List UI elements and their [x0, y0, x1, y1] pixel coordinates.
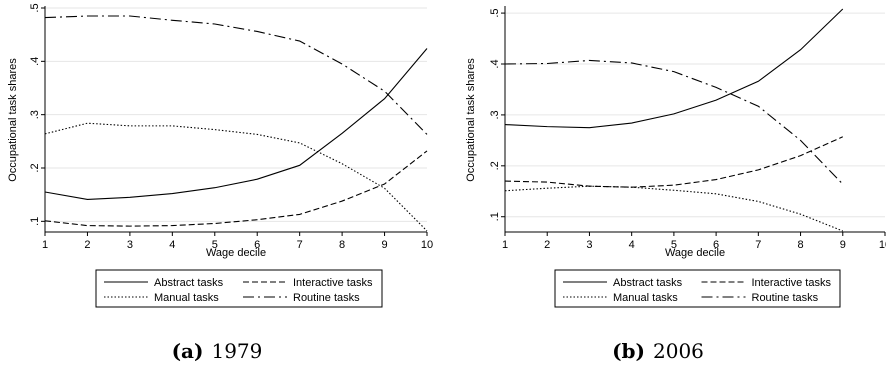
series-line-abstract-tasks: [44, 48, 428, 201]
legend: Abstract tasks Interactive tasks Manual ta…: [554, 269, 841, 308]
x-tick-label: 6: [254, 239, 260, 251]
y-tick-label: .4: [29, 57, 41, 66]
legend: Abstract tasks Interactive tasks Manual ta…: [95, 269, 383, 308]
legend-label-interactive-tasks: Interactive tasks: [293, 277, 373, 289]
x-tick-label: 9: [840, 239, 846, 251]
series-line-interactive-tasks: [504, 136, 844, 188]
panel-caption-text: 2006: [653, 339, 704, 363]
legend-label-manual-tasks: Manual tasks: [613, 292, 678, 304]
panel-caption: (a) 1979: [172, 339, 263, 363]
x-tick-label: 2: [544, 239, 550, 251]
x-axis-title: Wage decile: [206, 247, 266, 259]
legend-label-manual-tasks: Manual tasks: [154, 292, 219, 304]
x-tick-label: 5: [671, 239, 677, 251]
panel-1979: .1 .2 .3 .4 .5 1 2 3 4 5 6 7 8 9 10 Wage decile Occupati…: [7, 3, 433, 363]
y-tick-label: .3: [489, 110, 501, 119]
series-line-manual-tasks: [504, 185, 843, 232]
y-tick-label: .2: [29, 163, 41, 172]
x-tick-label: 7: [755, 239, 761, 251]
x-tick-label: 7: [297, 239, 303, 251]
series-line-interactive-tasks: [44, 150, 428, 227]
y-tick-label: .2: [489, 161, 501, 170]
y-axis-title: Occupational task shares: [7, 58, 19, 182]
y-tick-label: .5: [29, 3, 41, 12]
panel-2006: .1 .2 .3 .4 .5 1 2 3 4 5 6 7 8 9 10 Wage decile Occupati…: [465, 6, 886, 363]
x-tick-label: 2: [84, 239, 90, 251]
y-tick-label: .3: [29, 110, 41, 119]
x-tick-label: 4: [629, 239, 635, 251]
legend-label-routine-tasks: Routine tasks: [752, 292, 819, 304]
panel-caption: (b) 2006: [612, 339, 704, 363]
legend-label-routine-tasks: Routine tasks: [293, 292, 360, 304]
legend-label-abstract-tasks: Abstract tasks: [613, 277, 683, 289]
x-tick-label: 10: [879, 239, 886, 251]
y-tick-label: .5: [489, 8, 501, 17]
legend-box: [554, 269, 841, 308]
x-tick-label: 9: [381, 239, 387, 251]
y-tick-label: .1: [489, 212, 501, 221]
x-tick-label: 4: [169, 239, 175, 251]
legend-label-interactive-tasks: Interactive tasks: [752, 277, 832, 289]
x-tick-label: 6: [713, 239, 719, 251]
series-line-routine-tasks: [504, 59, 844, 185]
series-line-manual-tasks: [44, 122, 428, 232]
x-tick-label: 3: [127, 239, 133, 251]
x-tick-label: 8: [797, 239, 803, 251]
panel-caption-letter: (a): [172, 339, 204, 363]
legend-box: [95, 269, 383, 308]
y-axis-title: Occupational task shares: [465, 58, 477, 182]
y-tick-label: .1: [29, 217, 41, 226]
x-tick-label: 5: [212, 239, 218, 251]
panel-caption-text: 1979: [211, 339, 262, 363]
legend-label-abstract-tasks: Abstract tasks: [154, 277, 224, 289]
panel-caption-letter: (b): [612, 339, 645, 363]
x-tick-label: 10: [421, 239, 433, 251]
x-tick-label: 3: [586, 239, 592, 251]
x-tick-label: 1: [502, 239, 508, 251]
x-tick-label: 1: [42, 239, 48, 251]
series-line-routine-tasks: [44, 15, 428, 135]
x-axis-title: Wage decile: [665, 247, 725, 259]
series-line-abstract-tasks: [504, 8, 844, 129]
x-tick-label: 8: [339, 239, 345, 251]
y-tick-label: .4: [489, 59, 501, 68]
